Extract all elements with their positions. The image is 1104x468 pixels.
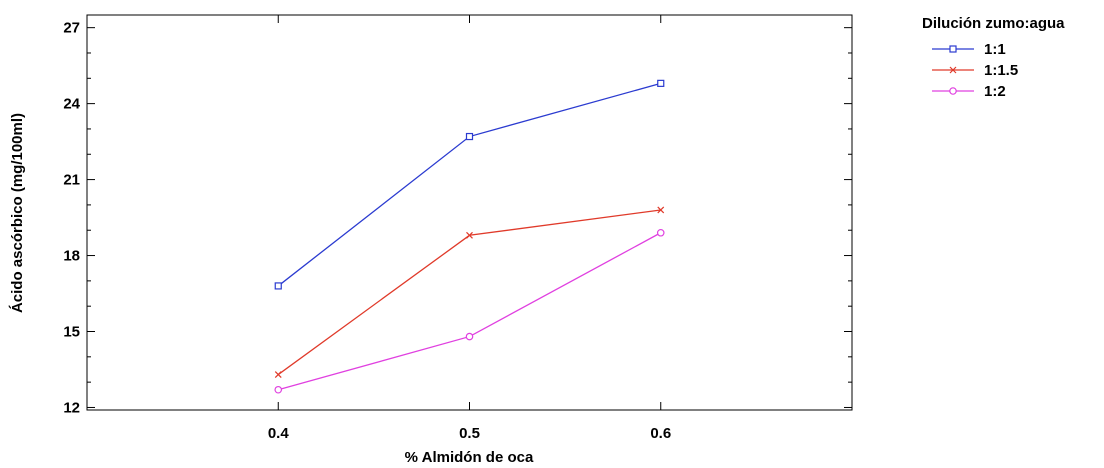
data-point-marker [656,228,665,237]
x-tick-label: 0.4 [268,425,290,442]
y-tick-label: 24 [63,96,80,113]
series-1-2 [274,228,665,394]
series-1-1-5 [274,206,665,378]
data-point-marker [949,66,957,74]
series-layer [274,79,665,394]
x-tick-label: 0.6 [650,425,671,442]
data-point-marker [274,282,282,290]
series-line [278,232,662,391]
y-tick-label: 15 [63,324,80,341]
x-axis-title: % Almidón de oca [405,449,534,466]
legend-label: 1:1 [984,41,1006,58]
y-tick-label: 27 [63,20,80,37]
series-line [277,82,661,287]
data-point-marker [465,332,474,341]
y-tick-label: 18 [63,248,80,265]
legend: Dilución zumo:agua 1:1 1:1.5 1:2 [922,15,1065,100]
y-tick-label: 12 [63,399,80,416]
legend-item: 1:1.5 [932,62,1018,79]
legend-label: 1:2 [984,83,1006,100]
legend-items: 1:1 1:1.5 1:2 [932,41,1018,100]
data-point-marker [465,132,474,141]
x-tick-label: 0.5 [459,425,480,442]
data-point-marker [274,385,283,394]
y-axis-title: Ácido ascórbico (mg/100ml) [9,113,26,313]
series-1-1 [274,79,665,290]
data-point-marker [657,79,665,87]
y-tick-label: 21 [63,172,80,189]
x-axis: 0.4 0.5 0.6 [268,15,671,442]
data-point-marker [949,45,957,53]
data-point-marker [949,87,957,95]
data-point-marker [466,231,473,239]
legend-label: 1:1.5 [984,62,1018,79]
data-point-marker [657,206,665,214]
y-axis: 12 15 18 21 24 27 [63,20,852,416]
legend-title: Dilución zumo:agua [922,15,1065,32]
legend-item: 1:1 [932,41,1006,58]
legend-item: 1:2 [932,83,1006,100]
plot-area [86,14,853,411]
data-point-marker [274,371,282,378]
